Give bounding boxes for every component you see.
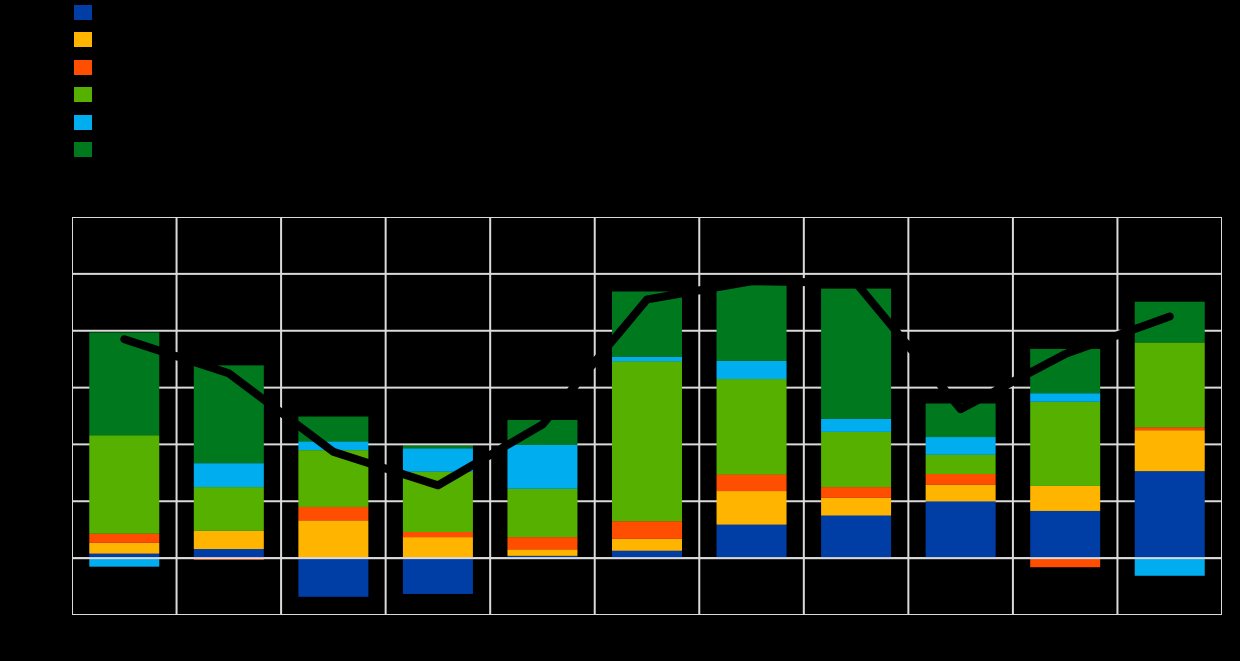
legend-swatch-amber [74,32,92,48]
bar-segment-navy [612,550,682,559]
bar-segment-cyan [821,418,892,432]
bar-segment-amber [89,542,160,554]
bar-segment-cyan [716,360,787,380]
bar-segment-orange-red [1030,558,1101,568]
bar-segment-cyan [193,463,264,488]
bar-segment-orange-red [298,506,369,521]
bar-segment-dark-green [402,445,473,449]
bar-segment-orange-red [1134,427,1205,431]
bar-segment-light-green [1030,401,1101,486]
bar-segment-light-green [612,361,682,522]
legend-swatch-orange-red [74,59,92,75]
bar-segment-navy [821,515,892,559]
bar-segment-amber [821,497,892,516]
bar-segment-light-green [507,488,578,538]
bar-segment-navy [925,501,996,559]
bar-segment-navy [716,524,787,559]
bar-segment-amber [612,538,682,551]
plot-area [72,217,1222,615]
bar-segment-amber [1134,430,1205,472]
bar-segment-cyan [1134,558,1205,576]
bar-segment-navy [402,558,473,594]
bar-segment-dark-green [716,284,787,361]
bar-segment-orange-red [612,521,682,539]
bar-segment-cyan [298,441,369,451]
bar-segment-cyan [925,437,996,455]
bar-segment-light-green [821,431,892,488]
bar-segment-orange-red [716,474,787,492]
bar-segment-orange-red [821,487,892,498]
bar-segment-amber [925,484,996,502]
bar-segment-dark-green [193,365,264,464]
bar-segment-light-green [193,487,264,531]
bar-segment-cyan [612,356,682,362]
bar-segment-light-green [925,454,996,474]
bar-segment-orange-red [89,533,160,543]
plot-svg [72,217,1222,615]
bar-segment-amber [507,549,578,556]
legend-swatch-light-green [74,87,92,103]
legend-swatch-navy [74,5,92,20]
bar-segment-navy [1030,510,1101,559]
bar-segment-amber [298,520,369,559]
bar-segment-navy [89,553,160,559]
bar-segment-amber [402,537,473,559]
bar-segment-light-green [716,379,787,475]
bar-segment-cyan [402,448,473,472]
bar-segment-navy [193,549,264,559]
bar-segment-amber [716,491,787,525]
bar-segment-light-green [1134,342,1205,428]
legend-swatch-dark-green [74,142,92,157]
bar-segment-orange-red [507,537,578,550]
bar-segment-navy [507,555,578,559]
bar-segment-navy [1134,471,1205,559]
bar-segment-amber [193,530,264,550]
bar-segment-orange-red [402,531,473,538]
bar-segment-light-green [89,435,160,534]
trend-line [120,277,1174,490]
bar-segment-amber [1030,485,1101,511]
bar-segment-cyan [1030,393,1101,402]
chart-legend [0,0,400,170]
legend-swatch-cyan [74,114,92,130]
bar-segment-cyan [89,558,160,567]
bar-segment-navy [298,558,369,597]
bar-segment-orange-red [925,473,996,485]
bar-segment-cyan [507,444,578,489]
